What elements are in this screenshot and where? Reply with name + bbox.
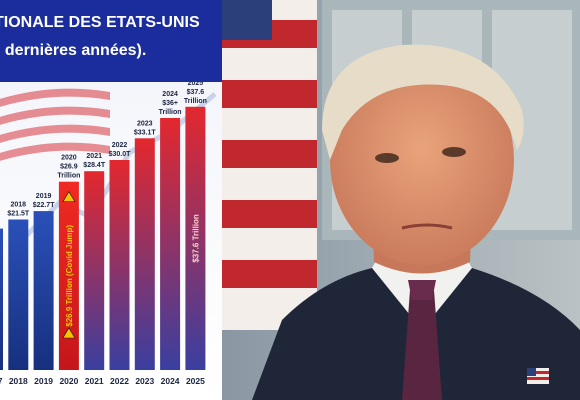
x-tick-2019: 2019 — [34, 376, 53, 386]
bar-2024 — [160, 118, 181, 370]
data-label-2018: $21.5T — [7, 211, 30, 218]
warning-icon — [62, 327, 76, 339]
bar-2021 — [84, 171, 105, 370]
x-tick-labels-group: 2017 2018 2019 2020 2021 2022 2023 2024 2025 — [0, 376, 205, 386]
bar-annotation-2025: $37.6 Trillion — [191, 214, 200, 263]
x-tick-2020: 2020 — [59, 376, 78, 386]
data-label-2023: $33.1T — [134, 129, 157, 136]
bars-group — [0, 106, 206, 371]
data-label-2018: 2018 — [11, 202, 27, 209]
bar-2018 — [8, 219, 29, 370]
data-label-2025: Trillion — [184, 98, 207, 105]
x-tick-2018: 2018 — [9, 376, 28, 386]
flag-lapel-pin — [527, 368, 549, 384]
header-title-line1: TIONALE DES ETATS-UNIS — [0, 14, 200, 31]
x-tick-2021: 2021 — [85, 376, 104, 386]
data-label-2019: $22.7T — [33, 202, 56, 209]
x-tick-2023: 2023 — [135, 376, 154, 386]
bar-annotation-2020: $26.9 Trillion (Covid Jump) — [65, 225, 74, 327]
bar-2019 — [33, 211, 54, 370]
data-label-2021: $28.4T — [83, 162, 106, 169]
data-label-2020: $26.9 — [60, 164, 78, 171]
hair — [322, 44, 524, 160]
data-label-2022: 2022 — [112, 142, 128, 149]
bar-annotations-group: $26.9 Trillion (Covid Jump) $37.6 Trillio… — [62, 191, 200, 339]
bar-2017 — [0, 228, 3, 370]
face — [330, 55, 514, 265]
data-label-2022: $30.0T — [109, 151, 132, 158]
flag-swoosh-decoration — [0, 88, 110, 161]
warning-icon — [62, 191, 76, 202]
x-tick-2025: 2025 — [186, 376, 205, 386]
data-label-2020: 2020 — [61, 155, 77, 162]
header-title-line2: l dernières années). — [0, 42, 147, 59]
american-flag-background — [222, 0, 317, 330]
data-label-2024: $36+ — [162, 100, 178, 107]
bar-2020 — [58, 181, 79, 370]
data-label-2023: 2023 — [137, 120, 153, 127]
data-label-2025: 2025 — [188, 82, 204, 87]
portrait-photo — [222, 0, 580, 400]
bar-2023 — [134, 138, 155, 370]
right-eye — [442, 147, 466, 157]
infographic-header: TIONALE DES ETATS-UNIS l dernières année… — [0, 0, 222, 82]
tie-knot — [408, 280, 436, 300]
data-label-2019: 2019 — [36, 193, 52, 200]
x-tick-2017: 2017 — [0, 376, 3, 386]
x-tick-2022: 2022 — [110, 376, 129, 386]
data-labels-group: 2018 $21.5T 2019 $22.7T 2020 $26.9 Trillion 202… — [7, 82, 206, 218]
data-label-2020: Trillion — [57, 173, 80, 180]
necktie — [402, 290, 442, 400]
bar-2025 — [185, 106, 206, 371]
data-label-2024: Trillion — [159, 109, 182, 116]
debt-bar-chart: 2018 $21.5T 2019 $22.7T 2020 $26.9 Trillion 202… — [0, 82, 217, 386]
x-tick-2024: 2024 — [161, 376, 180, 386]
mouth — [401, 223, 453, 230]
data-label-2024: 2024 — [162, 91, 178, 98]
bar-2022 — [109, 160, 130, 370]
data-label-2021: 2021 — [86, 153, 102, 160]
data-label-2025: $37.6 — [187, 89, 205, 96]
left-eye — [375, 153, 399, 163]
